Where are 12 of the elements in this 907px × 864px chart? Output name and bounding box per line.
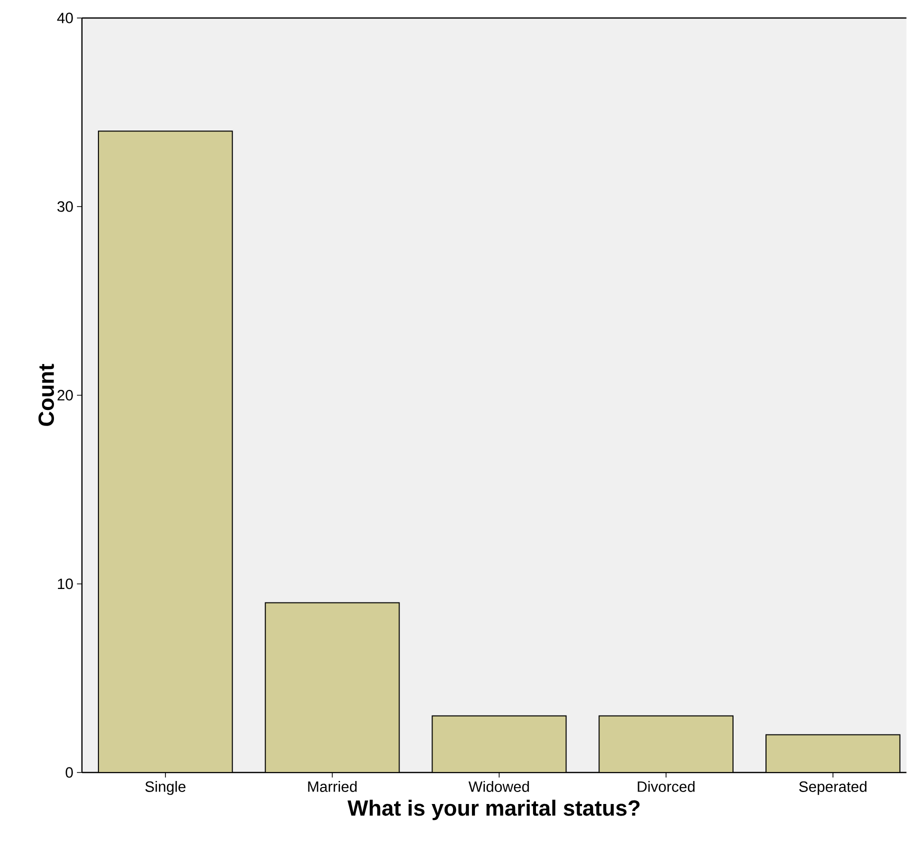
- y-tick-label: 0: [66, 766, 73, 778]
- y-tick-label: 40: [57, 12, 73, 24]
- y-axis-title: Count: [38, 364, 54, 426]
- x-tick-label: Single: [145, 780, 186, 795]
- y-tick-label: 10: [58, 578, 73, 589]
- x-tick-label: Widowed: [468, 780, 529, 792]
- y-tick-label: 30: [57, 201, 73, 212]
- x-tick-label: Divorced: [638, 780, 695, 792]
- x-tick-label: Married: [308, 780, 357, 792]
- x-tick-label: Seperated: [799, 780, 866, 795]
- x-axis-title: What is your marital status?: [348, 800, 640, 820]
- y-tick-label: 20: [58, 390, 73, 400]
